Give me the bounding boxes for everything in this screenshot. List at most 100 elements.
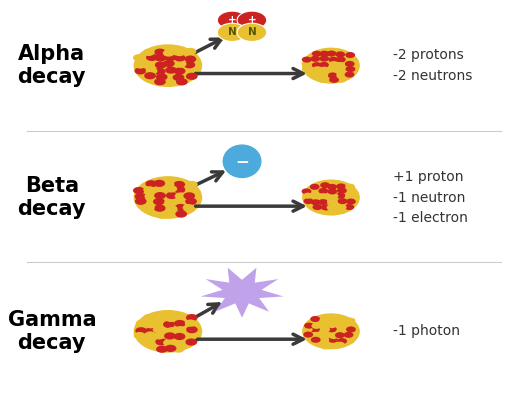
Ellipse shape (144, 193, 156, 200)
Ellipse shape (143, 314, 155, 321)
Ellipse shape (328, 72, 337, 79)
Ellipse shape (183, 61, 195, 68)
Ellipse shape (134, 45, 202, 86)
Ellipse shape (311, 199, 321, 205)
Ellipse shape (185, 339, 197, 346)
Ellipse shape (319, 317, 329, 324)
Ellipse shape (163, 49, 175, 56)
Ellipse shape (163, 181, 175, 188)
Ellipse shape (165, 345, 177, 352)
Ellipse shape (312, 51, 322, 57)
Ellipse shape (153, 326, 164, 333)
Ellipse shape (329, 333, 338, 339)
Ellipse shape (302, 188, 311, 194)
Ellipse shape (336, 72, 346, 78)
Ellipse shape (327, 326, 337, 332)
Ellipse shape (336, 183, 346, 190)
Ellipse shape (174, 199, 185, 206)
Ellipse shape (344, 332, 353, 338)
Ellipse shape (327, 51, 336, 56)
Ellipse shape (345, 192, 355, 199)
Ellipse shape (186, 181, 198, 188)
Ellipse shape (310, 184, 319, 190)
Ellipse shape (335, 318, 345, 324)
Ellipse shape (318, 77, 328, 83)
Ellipse shape (346, 318, 355, 324)
Ellipse shape (217, 23, 247, 41)
Ellipse shape (319, 51, 329, 56)
Ellipse shape (327, 199, 337, 205)
Ellipse shape (135, 198, 146, 205)
Ellipse shape (321, 331, 331, 338)
Ellipse shape (311, 71, 321, 77)
Ellipse shape (336, 208, 347, 214)
Ellipse shape (135, 61, 146, 69)
Ellipse shape (311, 332, 321, 338)
Ellipse shape (337, 204, 347, 210)
Text: Gamma
decay: Gamma decay (8, 310, 96, 353)
Ellipse shape (144, 62, 156, 69)
Ellipse shape (319, 337, 329, 343)
Ellipse shape (186, 73, 198, 80)
Ellipse shape (329, 193, 338, 199)
Ellipse shape (163, 339, 175, 346)
Ellipse shape (133, 54, 145, 61)
Ellipse shape (163, 60, 175, 67)
Ellipse shape (321, 205, 331, 211)
Ellipse shape (145, 180, 157, 187)
Ellipse shape (175, 60, 186, 68)
Ellipse shape (183, 192, 195, 199)
Ellipse shape (146, 68, 158, 75)
Ellipse shape (303, 314, 359, 349)
Ellipse shape (153, 198, 165, 205)
Ellipse shape (145, 199, 157, 206)
Ellipse shape (185, 198, 197, 205)
Text: -2 protons
-2 neutrons: -2 protons -2 neutrons (393, 48, 472, 83)
Ellipse shape (329, 61, 339, 67)
Ellipse shape (174, 314, 186, 321)
Ellipse shape (345, 71, 354, 77)
Ellipse shape (311, 337, 321, 343)
Ellipse shape (185, 186, 197, 193)
Ellipse shape (310, 316, 320, 322)
Ellipse shape (135, 327, 147, 335)
Ellipse shape (345, 338, 355, 344)
Ellipse shape (174, 320, 186, 327)
Ellipse shape (328, 66, 337, 72)
Ellipse shape (174, 181, 185, 188)
Ellipse shape (154, 49, 166, 56)
Ellipse shape (320, 326, 330, 333)
Ellipse shape (312, 62, 322, 68)
Ellipse shape (346, 199, 356, 205)
Ellipse shape (186, 326, 198, 333)
Ellipse shape (155, 61, 166, 69)
Ellipse shape (154, 78, 166, 85)
Ellipse shape (166, 78, 178, 85)
Ellipse shape (174, 333, 185, 340)
Ellipse shape (164, 199, 176, 207)
Polygon shape (201, 268, 284, 318)
Ellipse shape (337, 338, 347, 344)
Ellipse shape (329, 57, 338, 63)
Ellipse shape (310, 327, 320, 333)
Ellipse shape (173, 346, 184, 353)
Ellipse shape (166, 205, 178, 213)
Ellipse shape (318, 188, 328, 194)
Ellipse shape (143, 49, 155, 56)
Ellipse shape (329, 209, 338, 215)
Text: -1 photon: -1 photon (393, 324, 460, 339)
Ellipse shape (319, 56, 329, 62)
Ellipse shape (335, 51, 345, 57)
Ellipse shape (176, 78, 188, 85)
Ellipse shape (336, 56, 346, 62)
Ellipse shape (165, 66, 177, 74)
Ellipse shape (144, 339, 155, 346)
Ellipse shape (319, 67, 329, 73)
Ellipse shape (133, 187, 145, 194)
Ellipse shape (302, 56, 312, 63)
Ellipse shape (153, 332, 165, 340)
Ellipse shape (335, 62, 345, 68)
Ellipse shape (303, 180, 359, 215)
Ellipse shape (318, 208, 328, 214)
Ellipse shape (345, 323, 355, 329)
